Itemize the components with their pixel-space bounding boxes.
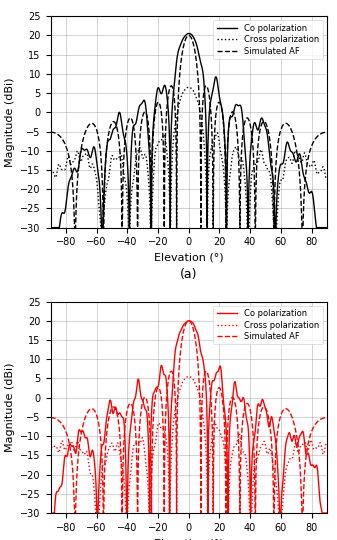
Cross polarization: [176, 107, 180, 114]
Co polarization: [187, 30, 191, 37]
Co polarization: [325, 224, 329, 231]
Co polarization: [49, 224, 53, 231]
Co polarization: [317, 484, 321, 491]
Line: Co polarization: Co polarization: [51, 33, 327, 227]
Cross polarization: [187, 84, 191, 91]
Simulated AF: [49, 129, 53, 136]
Cross polarization: [176, 394, 180, 401]
Simulated AF: [266, 129, 270, 135]
Co polarization: [317, 487, 321, 493]
Line: Cross polarization: Cross polarization: [51, 376, 327, 513]
Co polarization: [187, 318, 191, 324]
Co polarization: [183, 33, 187, 39]
Line: Cross polarization: Cross polarization: [51, 87, 327, 227]
Cross polarization: [187, 373, 191, 380]
Co polarization: [317, 224, 321, 231]
Simulated AF: [63, 140, 67, 146]
Cross polarization: [317, 168, 321, 175]
Cross polarization: [325, 176, 329, 182]
Co polarization: [63, 209, 67, 215]
Line: Simulated AF: Simulated AF: [51, 321, 327, 513]
Legend: Co polarization, Cross polarization, Simulated AF: Co polarization, Cross polarization, Sim…: [213, 21, 323, 59]
Simulated AF: [317, 417, 321, 423]
Simulated AF: [176, 109, 180, 115]
Y-axis label: Magnitude (dBi): Magnitude (dBi): [5, 77, 14, 167]
Co polarization: [176, 51, 180, 58]
Cross polarization: [266, 167, 270, 174]
Simulated AF: [72, 510, 76, 516]
Simulated AF: [325, 129, 329, 136]
Cross polarization: [317, 442, 321, 448]
Simulated AF: [183, 37, 187, 44]
Simulated AF: [187, 318, 191, 324]
Cross polarization: [49, 166, 53, 173]
Co polarization: [317, 224, 321, 231]
Cross polarization: [317, 168, 321, 175]
Cross polarization: [94, 510, 98, 516]
Co polarization: [266, 421, 270, 428]
Line: Co polarization: Co polarization: [51, 321, 327, 513]
Y-axis label: Magnitude (dBi): Magnitude (dBi): [5, 362, 14, 452]
X-axis label: Elevation (°): Elevation (°): [154, 253, 223, 263]
Simulated AF: [49, 414, 53, 421]
Simulated AF: [325, 414, 329, 421]
Simulated AF: [317, 132, 321, 138]
Co polarization: [49, 510, 53, 516]
Cross polarization: [183, 86, 187, 93]
Title: (a): (a): [180, 268, 197, 281]
Simulated AF: [63, 426, 67, 432]
Simulated AF: [183, 323, 187, 329]
Simulated AF: [317, 132, 321, 138]
Simulated AF: [266, 414, 270, 420]
Simulated AF: [187, 32, 191, 39]
Simulated AF: [72, 224, 76, 231]
Cross polarization: [183, 375, 187, 382]
X-axis label: Elevation (°): Elevation (°): [154, 538, 223, 540]
Cross polarization: [49, 448, 53, 455]
Legend: Co polarization, Cross polarization, Simulated AF: Co polarization, Cross polarization, Sim…: [213, 306, 323, 345]
Cross polarization: [99, 224, 103, 231]
Co polarization: [63, 454, 67, 461]
Line: Simulated AF: Simulated AF: [51, 36, 327, 227]
Cross polarization: [266, 449, 270, 456]
Cross polarization: [63, 447, 67, 453]
Simulated AF: [176, 394, 180, 401]
Co polarization: [266, 139, 270, 145]
Co polarization: [176, 337, 180, 343]
Co polarization: [325, 510, 329, 516]
Cross polarization: [325, 441, 329, 448]
Cross polarization: [63, 166, 67, 173]
Simulated AF: [317, 417, 321, 423]
Cross polarization: [317, 441, 321, 448]
Co polarization: [183, 320, 187, 327]
